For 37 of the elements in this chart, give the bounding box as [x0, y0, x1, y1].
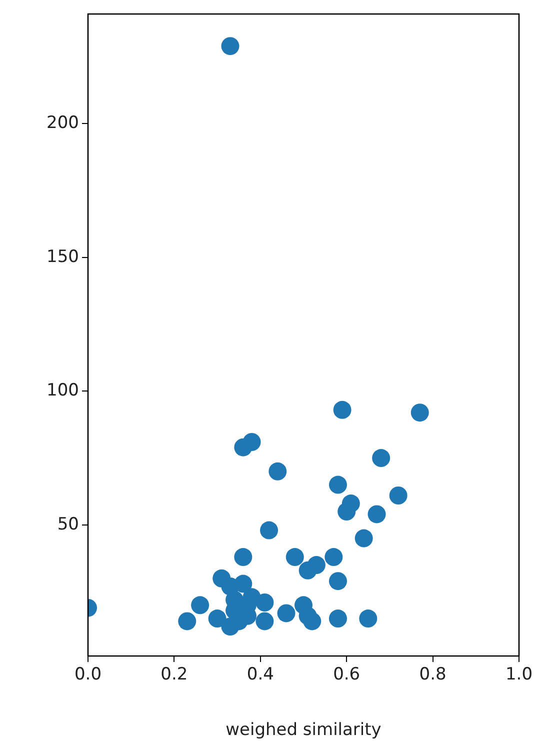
point: [328, 476, 347, 494]
point: [368, 505, 386, 524]
x-tick-label: 1.0: [505, 664, 533, 685]
point: [333, 400, 352, 419]
x-tick-label: 0.6: [333, 664, 360, 685]
point: [298, 561, 317, 580]
point: [178, 612, 196, 630]
point: [260, 521, 278, 540]
point: [234, 574, 252, 593]
point: [208, 610, 226, 628]
x-tick-label: 0.8: [419, 664, 446, 685]
point: [242, 433, 261, 451]
point: [372, 449, 390, 468]
point: [389, 486, 408, 504]
y-tick-label: 100: [46, 380, 79, 401]
x-tick-label: 0.4: [246, 664, 274, 685]
point: [268, 462, 287, 480]
point: [328, 610, 347, 628]
y-tick-label: 150: [46, 246, 79, 267]
point: [338, 502, 356, 521]
point: [354, 529, 373, 548]
point: [221, 37, 240, 56]
point: [410, 404, 429, 422]
point: [234, 548, 252, 566]
point: [286, 548, 304, 566]
point: [303, 612, 322, 630]
y-tick-label: 200: [46, 113, 79, 134]
y-tick-label: 50: [57, 514, 79, 534]
point: [191, 596, 210, 614]
x-tick-label: 0.0: [74, 664, 102, 685]
point: [359, 610, 378, 628]
point: [256, 612, 274, 630]
x-tick-label: 0.2: [160, 664, 188, 685]
x-axis-title: weighed similarity: [226, 720, 382, 740]
point: [324, 548, 343, 566]
point: [277, 604, 296, 622]
point: [328, 572, 347, 590]
